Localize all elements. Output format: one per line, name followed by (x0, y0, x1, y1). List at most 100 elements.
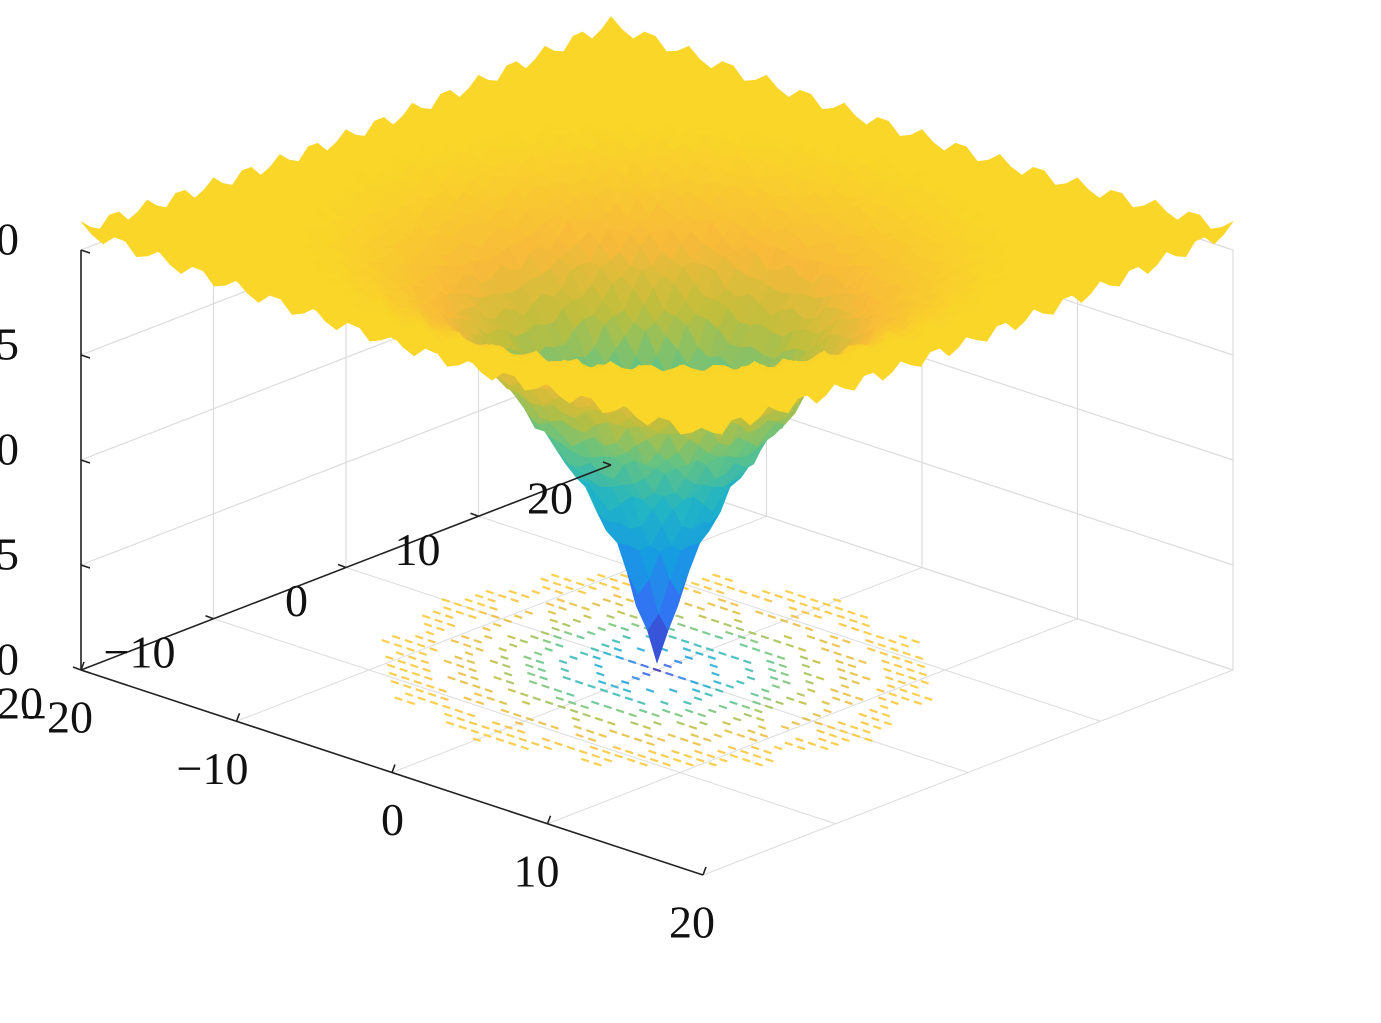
contour-mark (475, 700, 485, 706)
contour-mark (583, 614, 592, 620)
contour-mark (484, 688, 494, 693)
contour-mark (660, 753, 670, 759)
contour-mark (703, 585, 712, 591)
contour-mark (785, 696, 795, 702)
z-tick-label: 10 (0, 424, 19, 475)
contour-mark (746, 675, 756, 681)
contour-mark (891, 655, 901, 661)
contour-mark (826, 725, 836, 730)
contour-mark (835, 659, 844, 665)
contour-mark (406, 647, 415, 652)
contour-mark (878, 696, 887, 702)
contour-mark (446, 622, 456, 628)
contour-mark (576, 634, 585, 640)
contour-mark (819, 638, 828, 644)
contour-mark (709, 663, 718, 669)
contour-mark (393, 643, 403, 648)
contour-mark (900, 643, 910, 648)
contour-mark (763, 597, 773, 603)
contour-mark (708, 761, 717, 767)
contour-mark (693, 643, 702, 648)
contour-mark (487, 597, 496, 603)
contour-mark (771, 684, 781, 689)
contour-mark (518, 737, 528, 743)
contour-mark (890, 647, 899, 652)
contour-mark (652, 667, 662, 673)
contour-mark (788, 606, 798, 611)
contour-mark (760, 634, 770, 640)
contour-mark (533, 651, 543, 656)
z-tick-mark (80, 564, 91, 569)
contour-mark (411, 671, 421, 677)
contour-mark (440, 696, 449, 702)
contour-mark (540, 630, 550, 636)
contour-mark (862, 729, 871, 734)
contour-mark (594, 716, 604, 722)
contour-mark (454, 655, 463, 661)
contour-mark (741, 704, 751, 710)
contour-mark (508, 741, 517, 747)
contour-mark (560, 667, 570, 673)
contour-mark (630, 720, 639, 726)
contour-mark (726, 585, 735, 591)
contour-mark (521, 700, 531, 706)
y-tick-label: −20 (0, 678, 43, 729)
contour-mark (504, 725, 513, 730)
contour-mark (690, 733, 699, 738)
contour-mark (780, 725, 790, 730)
x-tick-mark (391, 764, 396, 773)
contour-mark (913, 700, 923, 706)
contour-mark (466, 659, 476, 665)
contour-mark (834, 606, 844, 611)
contour-mark (601, 643, 610, 648)
x-tick-label: 0 (381, 794, 404, 845)
contour-mark (801, 663, 811, 669)
contour-mark (554, 741, 563, 747)
contour-mark (712, 573, 721, 579)
contour-mark (558, 659, 568, 665)
contour-mark (661, 708, 671, 714)
contour-mark (707, 602, 716, 607)
contour-mark (424, 675, 433, 681)
contour-mark (425, 630, 435, 636)
contour-mark (812, 659, 821, 665)
z-tick-mark (80, 249, 91, 254)
contour-mark (696, 757, 705, 763)
contour-mark (404, 692, 414, 697)
contour-mark (842, 692, 852, 697)
contour-mark (831, 643, 841, 648)
contour-mark (708, 708, 717, 714)
contour-mark (509, 643, 518, 648)
contour-mark (695, 651, 704, 656)
contour-mark (754, 708, 763, 714)
contour-mark (502, 663, 511, 669)
contour-mark (718, 704, 728, 710)
contour-mark (851, 733, 861, 738)
contour-mark (572, 618, 582, 624)
contour-mark (585, 729, 595, 734)
contour-mark (820, 745, 829, 751)
contour-mark (761, 688, 770, 693)
contour-mark (750, 745, 760, 751)
contour-mark (612, 692, 621, 697)
contour-mark (591, 602, 601, 607)
contour-mark (785, 589, 794, 595)
contour-mark (626, 757, 636, 763)
contour-mark (677, 622, 686, 628)
contour-mark (755, 716, 765, 722)
contour-mark (507, 634, 516, 640)
contour-mark (391, 634, 401, 640)
contour-mark (575, 733, 584, 738)
contour-mark (778, 663, 788, 669)
contour-mark (629, 614, 638, 620)
contour-mark (685, 761, 694, 767)
contour-mark (406, 700, 416, 706)
contour-mark (682, 647, 692, 652)
y-tick-mark (470, 512, 479, 517)
contour-mark (525, 716, 535, 722)
contour-mark (569, 708, 579, 714)
contour-mark (674, 712, 683, 718)
contour-mark (855, 696, 864, 702)
contour-mark (537, 667, 547, 673)
contour-mark (432, 610, 441, 615)
